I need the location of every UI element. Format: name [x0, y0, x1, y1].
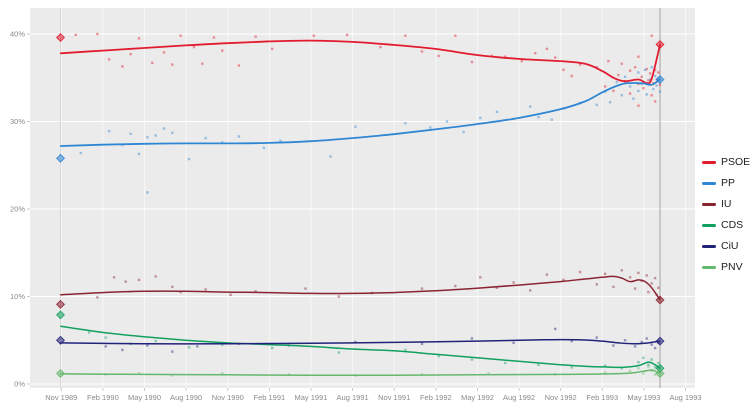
scatter-cds — [87, 331, 660, 370]
result-1993-iu — [655, 295, 665, 305]
legend-swatch-psoe — [702, 161, 716, 164]
y-axis-label: 0% — [14, 380, 25, 389]
result-1993-cds — [655, 363, 665, 373]
legend-swatch-cds — [702, 224, 716, 227]
legend: PSOE PP IU CDS CiU PNV — [702, 156, 750, 274]
x-axis-label: Feb 1993 — [586, 393, 618, 402]
x-axis-label: Nov 1992 — [545, 393, 577, 402]
plot-area — [30, 8, 695, 388]
x-axis-label: May 1990 — [128, 393, 161, 402]
y-axis-label: 30% — [10, 117, 25, 126]
x-axis-label: Nov 1989 — [45, 393, 77, 402]
x-axis-label: Aug 1990 — [170, 393, 202, 402]
trend-line-psoe — [59, 39, 661, 85]
legend-label-cds: CDS — [721, 219, 744, 231]
legend-label-ciu: CiU — [721, 240, 739, 252]
y-axis-label: 10% — [10, 292, 25, 301]
legend-label-iu: IU — [721, 198, 732, 210]
result-1989-ciu — [55, 335, 66, 345]
vertical-gridlines — [60, 8, 687, 388]
x-axis-label: Feb 1992 — [420, 393, 452, 402]
legend-item-iu: IU — [702, 198, 750, 211]
result-1993-pnv — [655, 368, 665, 379]
result-1989-iu — [55, 299, 66, 309]
legend-item-pnv: PNV — [702, 261, 750, 274]
y-axis-label: 40% — [10, 30, 25, 39]
legend-item-ciu: CiU — [702, 240, 750, 253]
legend-label-pnv: PNV — [721, 261, 743, 273]
x-axis-label: May 1992 — [461, 393, 494, 402]
scatter-pp — [79, 66, 662, 194]
result-1993-ciu — [655, 336, 665, 346]
x-axis-label: Feb 1991 — [254, 393, 286, 402]
result-1989-pp — [55, 153, 66, 163]
x-axis-label: Nov 1990 — [212, 393, 244, 402]
result-1989-psoe — [55, 32, 66, 43]
x-axis-label: May 1993 — [627, 393, 660, 402]
y-axis: 0% 10% 20% 30% 40% — [10, 30, 30, 389]
x-axis: Nov 1989 Feb 1990 May 1990 Aug 1990 Nov 1990… — [45, 388, 702, 402]
x-axis-label: Aug 1992 — [503, 393, 535, 402]
legend-swatch-ciu — [702, 245, 716, 248]
trend-line-cds — [60, 325, 661, 370]
result-1993-pp — [655, 74, 665, 85]
x-axis-label: Nov 1991 — [378, 393, 410, 402]
result-1989-cds — [55, 310, 66, 320]
legend-swatch-pp — [702, 182, 716, 185]
result-1993-psoe — [655, 39, 665, 50]
legend-swatch-pnv — [702, 266, 716, 269]
legend-item-pp: PP — [702, 177, 750, 190]
trend-line-iu — [60, 275, 661, 301]
legend-item-psoe: PSOE — [702, 156, 750, 169]
x-axis-label: May 1991 — [295, 393, 328, 402]
x-axis-label: Aug 1991 — [337, 393, 369, 402]
x-axis-label: Aug 1993 — [669, 393, 701, 402]
result-1989-pnv — [55, 368, 66, 379]
y-axis-label: 20% — [10, 205, 25, 214]
trend-line-pnv — [60, 369, 661, 377]
trend-line-ciu — [60, 338, 661, 345]
legend-label-pp: PP — [721, 177, 736, 189]
x-axis-label: Feb 1990 — [87, 393, 119, 402]
horizontal-gridlines — [30, 33, 695, 385]
legend-label-psoe: PSOE — [721, 156, 750, 168]
legend-item-cds: CDS — [702, 219, 750, 232]
legend-swatch-iu — [702, 203, 716, 206]
trend-line-pp — [59, 78, 661, 147]
